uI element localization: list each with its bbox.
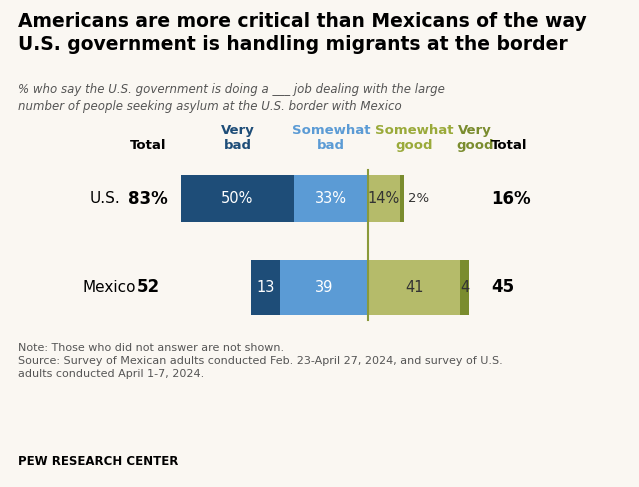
Text: Very
bad: Very bad xyxy=(220,124,254,152)
Text: Americans are more critical than Mexicans of the way
U.S. government is handling: Americans are more critical than Mexican… xyxy=(18,12,587,55)
Text: 41: 41 xyxy=(405,280,424,295)
Text: 83%: 83% xyxy=(128,189,168,207)
Text: Mexico: Mexico xyxy=(82,280,135,295)
Text: U.S.: U.S. xyxy=(90,191,121,206)
Bar xyxy=(251,260,281,315)
Text: 52: 52 xyxy=(137,279,160,297)
Text: 14%: 14% xyxy=(367,191,400,206)
Text: 39: 39 xyxy=(315,280,334,295)
Text: 50%: 50% xyxy=(221,191,254,206)
Bar xyxy=(368,260,460,315)
Text: Somewhat
good: Somewhat good xyxy=(375,124,454,152)
Bar xyxy=(294,175,368,222)
Text: Note: Those who did not answer are not shown.
Source: Survey of Mexican adults c: Note: Those who did not answer are not s… xyxy=(18,343,503,379)
Text: 33%: 33% xyxy=(315,191,347,206)
Text: 13: 13 xyxy=(256,280,275,295)
Text: 45: 45 xyxy=(491,279,514,297)
Text: Somewhat
bad: Somewhat bad xyxy=(291,124,370,152)
Text: Total: Total xyxy=(491,139,528,152)
Text: PEW RESEARCH CENTER: PEW RESEARCH CENTER xyxy=(18,455,178,468)
Bar xyxy=(281,260,368,315)
Text: 4: 4 xyxy=(460,280,470,295)
Bar xyxy=(399,175,404,222)
Text: 16%: 16% xyxy=(491,189,531,207)
Bar xyxy=(181,175,294,222)
Text: Total: Total xyxy=(130,139,166,152)
Bar xyxy=(368,175,399,222)
Text: % who say the U.S. government is doing a ___ job dealing with the large
number o: % who say the U.S. government is doing a… xyxy=(18,83,445,113)
Text: 2%: 2% xyxy=(408,192,429,205)
Bar xyxy=(460,260,469,315)
Text: Very
good: Very good xyxy=(456,124,493,152)
